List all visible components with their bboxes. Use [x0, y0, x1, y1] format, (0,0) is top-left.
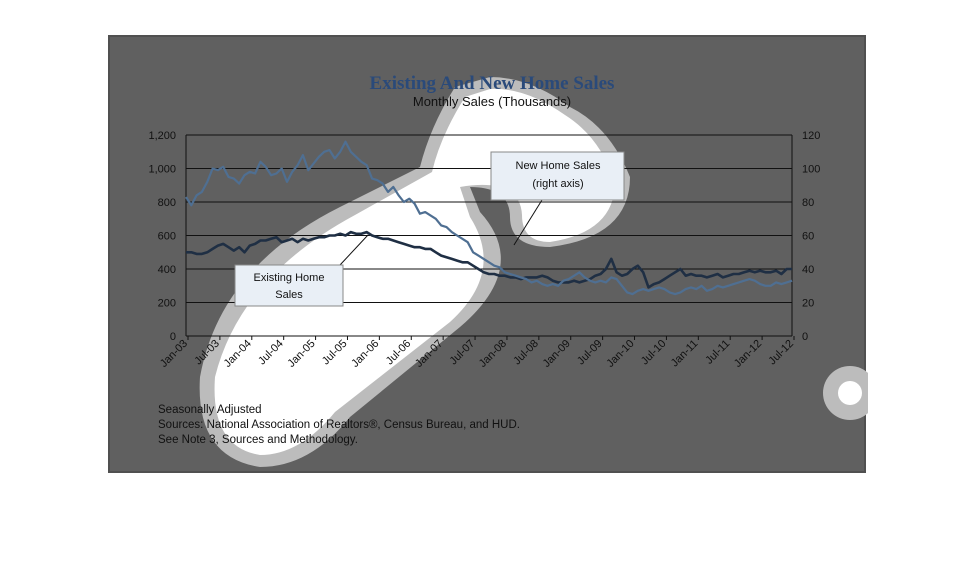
footnote-sources: Sources: National Association of Realtor… — [158, 419, 520, 431]
annotation-new-home-sales: New Home Sales (right axis) — [490, 151, 625, 246]
x-tick-label: Jan-11 — [669, 338, 701, 370]
x-tick-label: Jul-09 — [575, 338, 605, 368]
y-left-tick-label: 0 — [170, 331, 176, 343]
y-left-tick-label: 1,200 — [148, 130, 176, 142]
footnote-seasonally-adjusted: Seasonally Adjusted — [158, 404, 262, 416]
series-line-new-home-sales — [185, 140, 793, 296]
y-right-tick-label: 100 — [802, 164, 820, 176]
y-left-tick-label: 200 — [158, 298, 176, 310]
annotation-existing-line2: Sales — [275, 289, 303, 301]
chart-title: Existing And New Home Sales — [370, 73, 615, 94]
x-tick-label: Jan-12 — [732, 338, 764, 370]
annotation-new-line1: New Home Sales — [516, 160, 601, 172]
y-right-tick-label: 80 — [802, 197, 814, 209]
y-left-tick-label: 600 — [158, 231, 176, 243]
x-tick-label: Jul-08 — [511, 338, 541, 368]
chart-svg: 0 0 200 20 400 40 600 60 800 80 1,000 100 1,200 120 Ja… — [148, 73, 868, 467]
x-tick-label: Jul-11 — [703, 338, 732, 367]
y-right-tick-label: 120 — [802, 130, 820, 142]
x-tick-label: Jan-09 — [541, 338, 573, 370]
annotation-existing-line1: Existing Home — [254, 272, 325, 284]
x-tick-label: Jan-08 — [477, 338, 509, 370]
x-tick-label: Jul-07 — [447, 338, 477, 368]
y-left-tick-label: 800 — [158, 197, 176, 209]
x-tick-label: Jul-12 — [766, 338, 796, 368]
y-right-tick-label: 60 — [802, 231, 814, 243]
annotation-existing-home-sales: Existing Home Sales — [234, 234, 369, 307]
x-tick-label: Jan-10 — [604, 338, 636, 370]
chart-panel: 0 0 200 20 400 40 600 60 800 80 1,000 100 1,200 120 Ja… — [108, 35, 868, 473]
y-left-tick-label: 1,000 — [148, 164, 176, 176]
annotation-new-line2: (right axis) — [532, 178, 583, 190]
y-left-tick-label: 400 — [158, 264, 176, 276]
footnote-see-note: See Note 3, Sources and Methodology. — [158, 434, 358, 446]
chart-subtitle: Monthly Sales (Thousands) — [413, 94, 571, 109]
series-line-existing-home-sales — [186, 230, 792, 289]
x-tick-label: Jul-10 — [639, 338, 669, 368]
y-right-tick-label: 20 — [802, 298, 814, 310]
y-right-tick-label: 0 — [802, 331, 808, 343]
y-right-tick-label: 40 — [802, 264, 814, 276]
